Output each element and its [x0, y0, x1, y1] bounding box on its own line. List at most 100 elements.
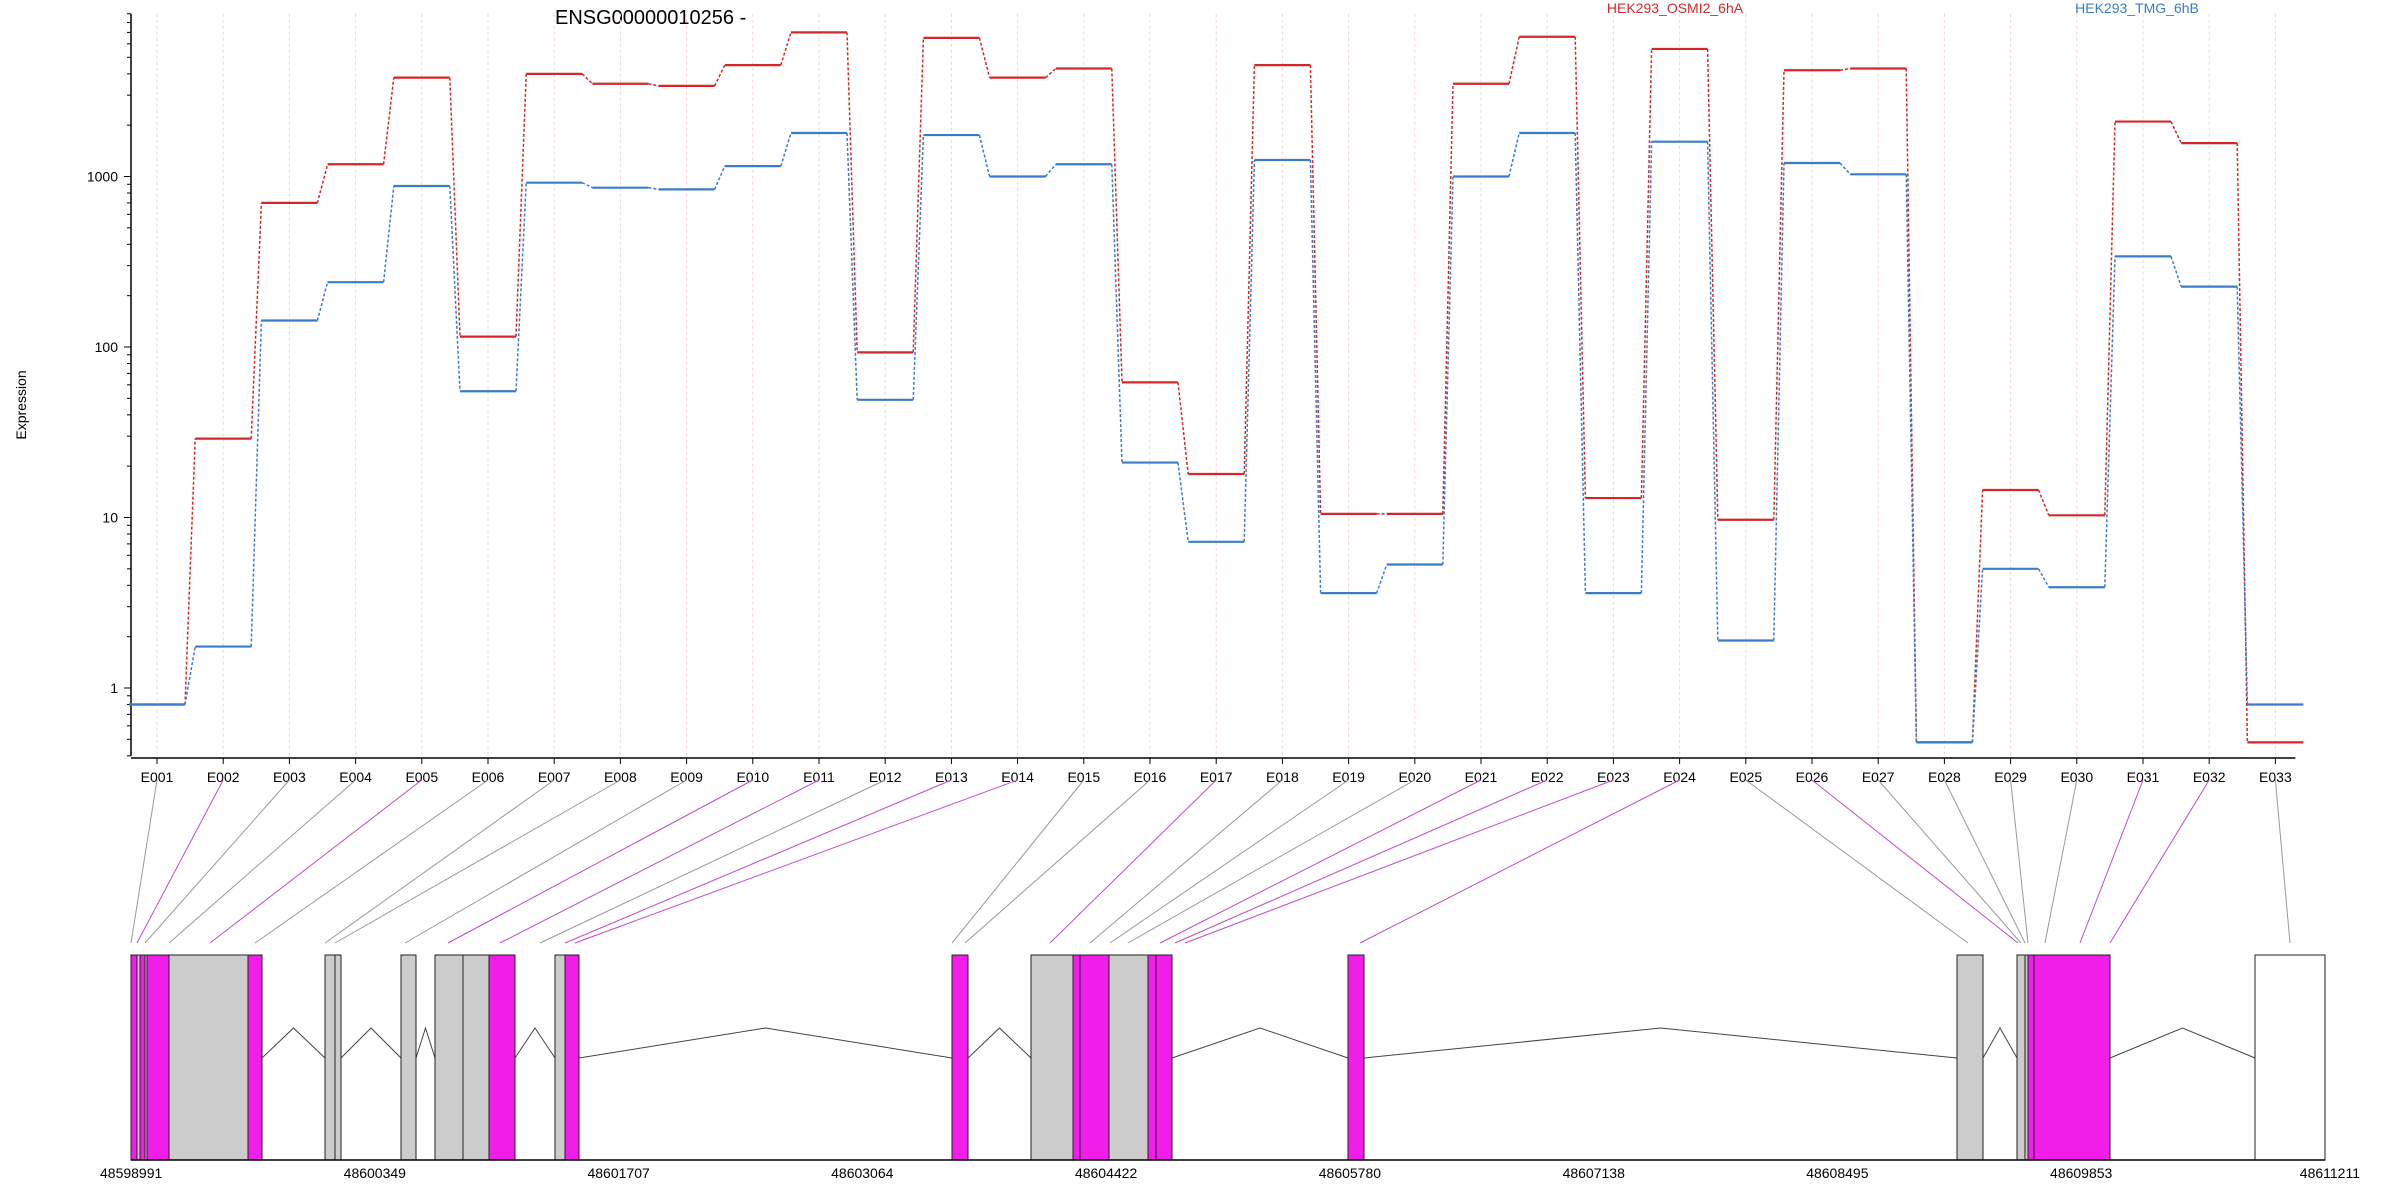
- series-connector: [780, 132, 792, 167]
- series-connector: [978, 134, 991, 177]
- exon-box: [462, 954, 490, 1161]
- x-tick-label: E005: [405, 769, 438, 785]
- series-connector: [1375, 564, 1388, 594]
- x-tick-label: E012: [869, 769, 902, 785]
- series-connector: [2170, 121, 2182, 144]
- exon-connector: [209, 779, 423, 944]
- x-tick-label: E017: [1200, 769, 1233, 785]
- series-connector: [1111, 68, 1123, 383]
- x-tick-label: E016: [1134, 769, 1167, 785]
- exon-connector: [1745, 779, 1969, 944]
- series-connector: [1640, 48, 1653, 499]
- x-tick-label: E009: [670, 769, 703, 785]
- series-connector: [1905, 174, 1918, 743]
- chart-title: ENSG00000010256 -: [555, 7, 746, 29]
- x-tick-label: E026: [1796, 769, 1829, 785]
- exon-box: [168, 954, 249, 1161]
- exon-connector: [2010, 779, 2029, 944]
- exon-box: [2254, 954, 2326, 1161]
- exon-connector: [136, 779, 224, 944]
- series-connector: [1045, 67, 1057, 79]
- exon-box: [1072, 954, 1081, 1161]
- exon-connector: [1184, 779, 1614, 944]
- exon-box: [1956, 954, 1984, 1161]
- exon-connector: [324, 779, 555, 944]
- series-connector: [2037, 489, 2050, 516]
- exon-connector: [144, 779, 290, 944]
- x-tick-label: E011: [803, 769, 835, 785]
- x-tick-label: E025: [1729, 769, 1762, 785]
- exon-connector: [404, 779, 687, 944]
- chart-axes: 1 10 100 1000 E001 E002 E003 E004 E005 E006 E007 E0…: [87, 13, 2296, 785]
- exon-connector: [951, 779, 1085, 944]
- intron-line: [578, 1027, 953, 1059]
- exon-box: [1030, 954, 1074, 1161]
- series-connector: [1839, 67, 1851, 71]
- series-connector: [1640, 141, 1653, 594]
- series-connector: [1243, 159, 1256, 542]
- series-connector: [581, 73, 593, 85]
- intron-line: [2109, 1027, 2256, 1059]
- x-tick-label: E007: [538, 769, 571, 785]
- series-connector: [1177, 382, 1189, 475]
- exon-connector: [1943, 779, 2026, 944]
- series-connector: [316, 281, 329, 321]
- exon-box: [554, 954, 566, 1161]
- series-connector: [1309, 159, 1322, 594]
- x-tick-label: E029: [1994, 769, 2027, 785]
- gene-tick-label: 48604422: [1075, 1165, 1138, 1181]
- x-tick-label: E014: [1001, 769, 1034, 785]
- series-connector: [713, 165, 726, 190]
- x-tick-label: E023: [1597, 769, 1630, 785]
- exon-connector: [168, 779, 356, 944]
- exon-box: [564, 954, 580, 1161]
- series-connector: [648, 186, 659, 191]
- exon-connector: [1049, 779, 1217, 944]
- series-connector: [912, 135, 925, 400]
- exon-connector: [1811, 779, 2019, 944]
- series-connector: [2236, 286, 2249, 705]
- intron-line: [340, 1027, 402, 1059]
- series-connector: [846, 132, 858, 400]
- intron-line: [1363, 1027, 1958, 1059]
- x-tick-label: E033: [2259, 769, 2292, 785]
- x-tick-label: E024: [1663, 769, 1696, 785]
- x-tick-label: E015: [1067, 769, 1100, 785]
- series-connector: [846, 32, 858, 353]
- x-tick-label: E031: [2127, 769, 2160, 785]
- exon-connector: [2109, 779, 2210, 944]
- intron-line: [1982, 1026, 2018, 1059]
- exon-connector: [1877, 779, 2022, 944]
- exon-box: [1155, 954, 1173, 1161]
- exon-box: [488, 954, 516, 1161]
- gene-tick-label: 48609853: [2050, 1165, 2113, 1181]
- exon-connector: [447, 779, 754, 944]
- gene-tick-label: 48608495: [1806, 1165, 1869, 1181]
- exon-box: [334, 954, 342, 1161]
- series-connector: [1773, 162, 1785, 641]
- exon-connector: [2079, 779, 2144, 944]
- series-connector: [2104, 256, 2116, 588]
- series-connector: [648, 83, 659, 87]
- legend-series-2: HEK293_TMG_6hB: [2075, 0, 2199, 16]
- series-connector: [978, 37, 991, 78]
- y-tick-label: 100: [95, 339, 119, 355]
- exon-box: [2033, 954, 2111, 1161]
- series-connector: [1971, 568, 1984, 743]
- x-tick-label: E020: [1398, 769, 1431, 785]
- gene-tick-label: 48600349: [344, 1165, 407, 1181]
- exon-connector: [539, 779, 886, 944]
- gene-model: 48598991 48600349 48601707 48603064 48604422…: [100, 954, 2360, 1181]
- exon-box: [2016, 954, 2026, 1161]
- x-tick-label: E002: [207, 769, 240, 785]
- gene-tick-label: 48601707: [587, 1165, 650, 1181]
- series-connector: [382, 77, 395, 165]
- exon-connector: [499, 779, 820, 944]
- exon-connector: [564, 779, 952, 944]
- series-connector: [1773, 70, 1785, 520]
- legend-series-1: HEK293_OSMI2_6hA: [1607, 0, 1744, 16]
- series-lines: [129, 31, 2304, 744]
- exon-connector-lines: [130, 779, 2291, 944]
- series-connector: [1839, 162, 1851, 175]
